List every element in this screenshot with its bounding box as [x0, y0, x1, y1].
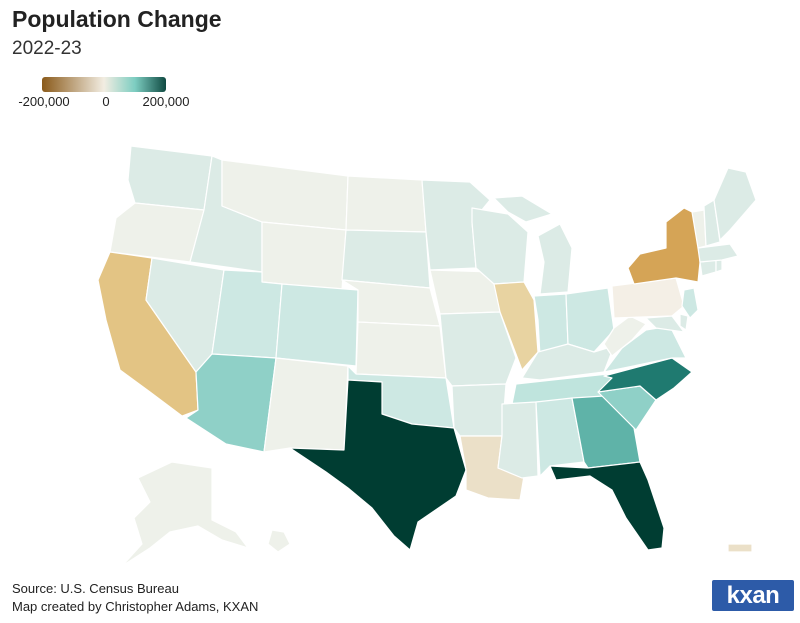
state-pennsylvania[interactable] [611, 277, 685, 319]
state-wisconsin[interactable] [471, 207, 529, 285]
state-wyoming[interactable] [261, 221, 347, 291]
state-ohio[interactable] [565, 287, 615, 353]
map-subtitle: 2022-23 [12, 38, 82, 59]
state-arizona[interactable] [185, 353, 277, 453]
legend-tick-zero: 0 [102, 94, 110, 109]
state-utah[interactable] [211, 269, 283, 359]
state-rhode-island[interactable] [715, 259, 723, 273]
kxan-logo-text: kxan [726, 581, 780, 609]
state-washington[interactable] [127, 145, 213, 211]
state-north-dakota[interactable] [345, 175, 427, 233]
state-florida[interactable] [549, 461, 665, 551]
state-michigan-upper[interactable] [493, 195, 553, 223]
state-colorado[interactable] [275, 283, 359, 367]
kxan-logo: kxan [712, 580, 794, 611]
territory-puerto-rico[interactable] [727, 543, 753, 553]
state-maryland[interactable] [645, 315, 685, 333]
state-arkansas[interactable] [451, 383, 507, 437]
legend-tick-max: 200,000 [142, 94, 190, 109]
state-new-york[interactable] [627, 207, 701, 285]
legend-tick-min: -200,000 [18, 94, 70, 109]
state-north-carolina[interactable] [597, 357, 693, 401]
state-oregon[interactable] [109, 202, 205, 263]
legend-color-scale [42, 77, 166, 92]
source-note: Source: U.S. Census Bureau [12, 581, 179, 596]
state-new-hampshire[interactable] [703, 199, 721, 247]
state-new-jersey[interactable] [681, 287, 699, 319]
state-kentucky[interactable] [521, 343, 615, 381]
state-alaska[interactable] [121, 461, 249, 567]
state-mississippi[interactable] [497, 401, 539, 479]
state-massachusetts[interactable] [697, 243, 739, 263]
state-kansas[interactable] [355, 321, 447, 379]
state-new-mexico[interactable] [263, 357, 349, 453]
state-delaware[interactable] [679, 313, 689, 331]
credit-note: Map created by Christopher Adams, KXAN [12, 599, 259, 614]
state-connecticut[interactable] [699, 259, 717, 277]
state-hawaii[interactable] [267, 529, 291, 553]
state-maine[interactable] [713, 167, 757, 241]
state-texas[interactable] [289, 379, 467, 551]
map-title: Population Change [12, 6, 222, 32]
state-alabama[interactable] [535, 397, 585, 477]
state-michigan[interactable] [537, 223, 573, 295]
state-south-dakota[interactable] [341, 229, 431, 289]
state-west-virginia[interactable] [603, 315, 647, 357]
